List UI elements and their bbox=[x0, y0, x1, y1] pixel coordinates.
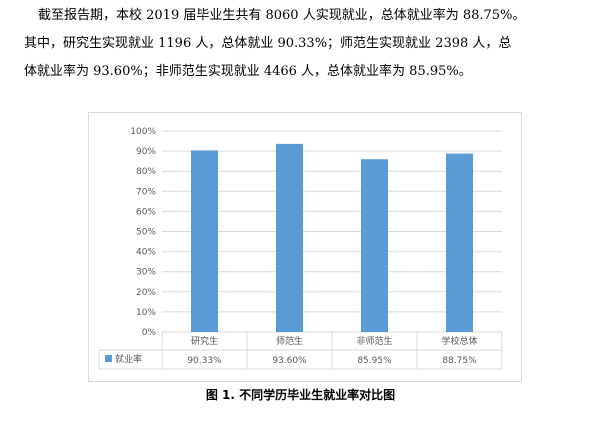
data-label: 88.75% bbox=[442, 356, 477, 366]
legend-swatch bbox=[105, 355, 112, 362]
y-tick-label: 60% bbox=[136, 207, 156, 217]
data-label: 93.60% bbox=[272, 356, 307, 366]
bar bbox=[276, 143, 303, 332]
figure-caption: 图 1. 不同学历毕业生就业率对比图 bbox=[205, 388, 396, 402]
data-label: 90.33% bbox=[187, 356, 222, 366]
y-tick-label: 30% bbox=[136, 268, 156, 278]
y-tick-label: 90% bbox=[136, 147, 156, 157]
y-tick-label: 0% bbox=[142, 328, 157, 338]
y-tick-label: 80% bbox=[136, 167, 156, 177]
paragraph-line-3: 体就业率为 93.60%；非师范生实现就业 4466 人，总体就业率为 85.9… bbox=[24, 64, 472, 79]
y-tick-label: 10% bbox=[136, 308, 156, 318]
category-label: 师范生 bbox=[276, 335, 303, 347]
chart-svg: 0% 10% 20% 30% 40% 50% 60% 70% 80% 90% 100% 研究生 师范生 非… bbox=[98, 127, 503, 370]
paragraph-line-2: 其中，研究生实现就业 1196 人，总体就业 90.33%；师范生实现就业 23… bbox=[24, 36, 512, 51]
y-tick-label: 50% bbox=[136, 228, 156, 238]
data-label: 85.95% bbox=[357, 356, 392, 366]
y-tick-label: 20% bbox=[136, 288, 156, 298]
y-tick-label: 70% bbox=[136, 187, 156, 197]
bar bbox=[191, 150, 218, 332]
category-label: 研究生 bbox=[191, 335, 218, 347]
employment-rate-chart: 0% 10% 20% 30% 40% 50% 60% 70% 80% 90% 100% 研究生 师范生 非… bbox=[88, 112, 522, 382]
y-tick-label: 40% bbox=[136, 248, 156, 258]
category-label: 学校总体 bbox=[441, 335, 477, 347]
paragraph-line-1: 截至报告期，本校 2019 届毕业生共有 8060 人实现就业，总体就业率为 8… bbox=[38, 8, 526, 23]
legend-label: 就业率 bbox=[115, 353, 142, 365]
bar bbox=[446, 153, 473, 332]
y-tick-label: 100% bbox=[130, 127, 156, 137]
intro-paragraph: 截至报告期，本校 2019 届毕业生共有 8060 人实现就业，总体就业率为 8… bbox=[24, 2, 584, 86]
category-label: 非师范生 bbox=[356, 335, 392, 347]
bar bbox=[361, 159, 388, 332]
